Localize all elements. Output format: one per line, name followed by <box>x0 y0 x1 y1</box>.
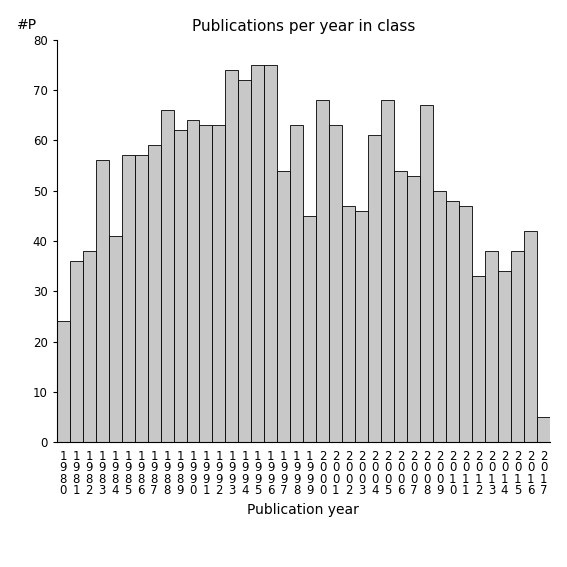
Bar <box>251 65 264 442</box>
Bar <box>96 160 109 442</box>
Bar <box>83 251 96 442</box>
Bar <box>174 130 187 442</box>
Bar <box>485 251 498 442</box>
Bar <box>420 105 433 442</box>
Bar <box>356 211 368 442</box>
Bar <box>121 155 134 442</box>
Bar <box>200 125 213 442</box>
X-axis label: Publication year: Publication year <box>247 503 359 517</box>
Bar <box>239 80 251 442</box>
Bar <box>264 65 277 442</box>
Bar <box>70 261 83 442</box>
Bar <box>407 176 420 442</box>
Bar <box>394 171 407 442</box>
Bar <box>109 236 121 442</box>
Bar <box>511 251 524 442</box>
Bar <box>147 145 160 442</box>
Bar <box>433 191 446 442</box>
Bar <box>472 276 485 442</box>
Bar <box>134 155 147 442</box>
Bar <box>342 206 356 442</box>
Title: Publications per year in class: Publications per year in class <box>192 19 415 35</box>
Bar <box>381 100 394 442</box>
Bar <box>213 125 226 442</box>
Bar <box>459 206 472 442</box>
Bar <box>187 120 200 442</box>
Bar <box>368 136 381 442</box>
Bar <box>160 110 174 442</box>
Text: #P: #P <box>17 18 37 32</box>
Bar <box>316 100 329 442</box>
Bar <box>537 417 550 442</box>
Bar <box>226 70 239 442</box>
Bar <box>290 125 303 442</box>
Bar <box>498 271 511 442</box>
Bar <box>446 201 459 442</box>
Bar <box>303 216 316 442</box>
Bar <box>57 321 70 442</box>
Bar <box>524 231 537 442</box>
Bar <box>277 171 290 442</box>
Bar <box>329 125 342 442</box>
